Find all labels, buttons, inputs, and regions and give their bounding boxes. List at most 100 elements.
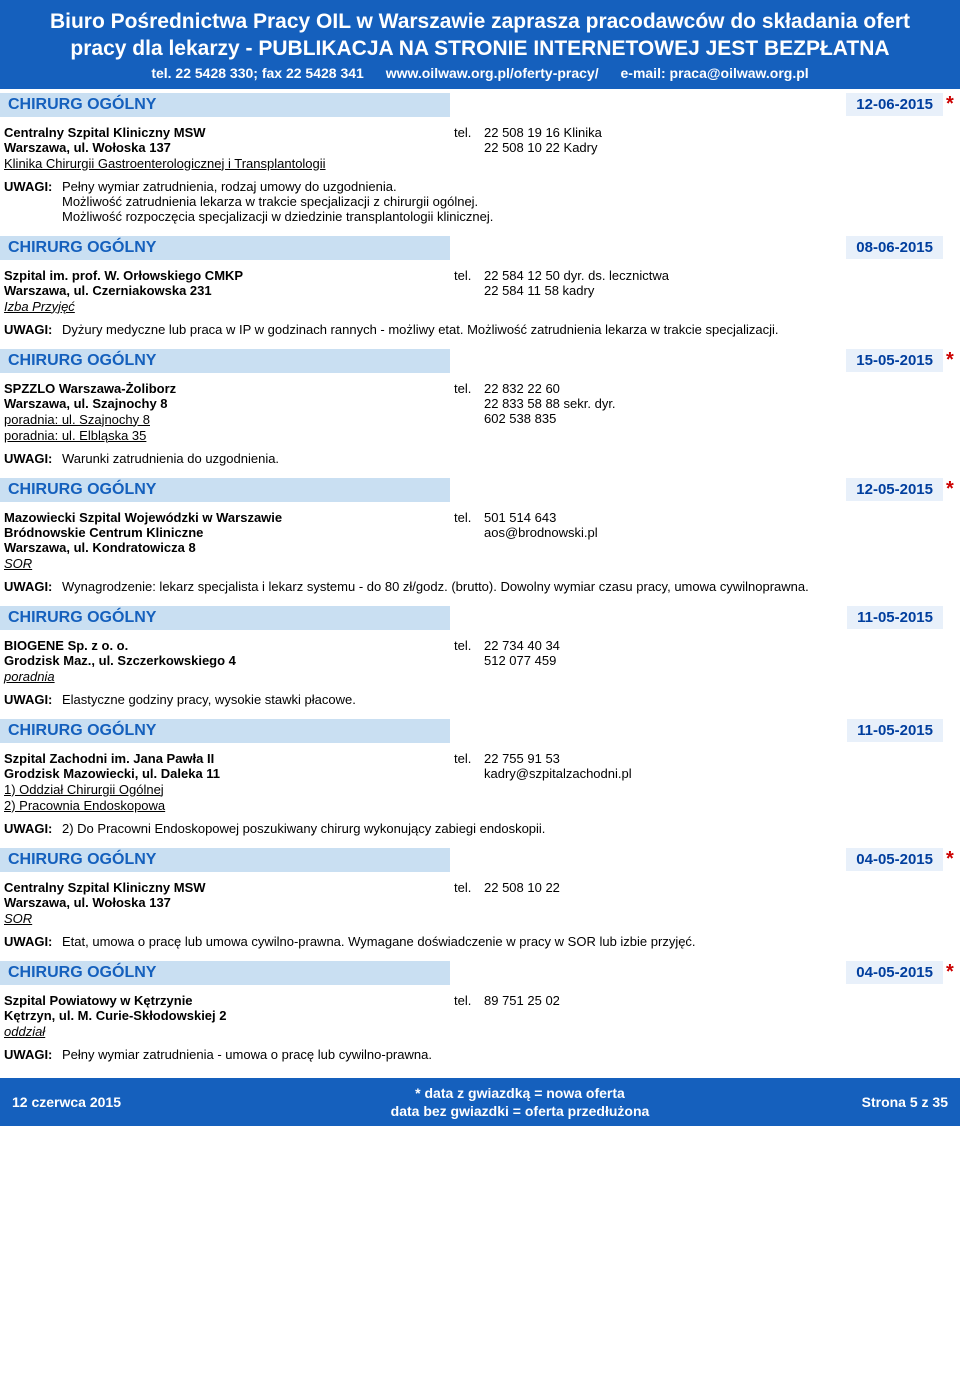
- employer-name: Szpital Zachodni im. Jana Pawła II: [4, 751, 444, 766]
- tel-label: tel.: [454, 993, 484, 1008]
- tel-line: 22 832 22 60: [484, 381, 956, 396]
- notes-text: Dyżury medyczne lub praca w IP w godzina…: [62, 322, 956, 337]
- tel-label: tel.: [454, 268, 484, 298]
- employer-address: Warszawa, ul. Czerniakowska 231: [4, 283, 444, 298]
- listing: CHIRURG OGÓLNY 11-05-2015 Szpital Zachodni…: [0, 719, 960, 844]
- notes-label: UWAGI:: [4, 1047, 62, 1062]
- tel-line: kadry@szpitalzachodni.pl: [484, 766, 956, 781]
- employer-name: Centralny Szpital Kliniczny MSW: [4, 880, 444, 895]
- notes-label: UWAGI:: [4, 934, 62, 949]
- tel-label: tel.: [454, 751, 484, 781]
- notes-text: Elastyczne godziny pracy, wysokie stawki…: [62, 692, 956, 707]
- listing-date: 15-05-2015: [846, 349, 943, 372]
- employer-address: Grodzisk Maz., ul. Szczerkowskiego 4: [4, 653, 444, 668]
- employer-unit: Izba Przyjęć: [4, 299, 444, 314]
- tel-line: 22 508 10 22 Kadry: [484, 140, 956, 155]
- employer-address: Warszawa, ul. Kondratowicza 8: [4, 540, 444, 555]
- listing-contact: tel.22 508 10 22: [444, 880, 956, 926]
- listing-title: CHIRURG OGÓLNY: [0, 349, 450, 373]
- employer-unit: poradnia: [4, 669, 444, 684]
- tel-label: tel.: [454, 381, 484, 426]
- footer-page: Strona 5 z 35: [748, 1094, 948, 1110]
- notes-label: UWAGI:: [4, 692, 62, 707]
- listing-date: 04-05-2015: [846, 848, 943, 871]
- tel-line: 22 584 11 58 kadry: [484, 283, 956, 298]
- tel-label: tel.: [454, 510, 484, 540]
- listing-employer: Szpital Powiatowy w KętrzynieKętrzyn, ul…: [4, 993, 444, 1039]
- employer-address: Kętrzyn, ul. M. Curie-Skłodowskiej 2: [4, 1008, 444, 1023]
- listing-contact: tel.89 751 25 02: [444, 993, 956, 1039]
- employer-unit: oddział: [4, 1024, 444, 1039]
- listing-employer: BIOGENE Sp. z o. o.Grodzisk Maz., ul. Sz…: [4, 638, 444, 684]
- tel-line: 89 751 25 02: [484, 993, 956, 1008]
- tel-line: 22 833 58 88 sekr. dyr.: [484, 396, 956, 411]
- tel-line: 22 755 91 53: [484, 751, 956, 766]
- employer-name: SPZZLO Warszawa-Żoliborz: [4, 381, 444, 396]
- listing-contact: tel.22 832 22 6022 833 58 88 sekr. dyr.6…: [444, 381, 956, 443]
- employer-address: Warszawa, ul. Wołoska 137: [4, 895, 444, 910]
- footer-date: 12 czerwca 2015: [12, 1094, 292, 1110]
- tel-line: 22 734 40 34: [484, 638, 956, 653]
- tel-line: aos@brodnowski.pl: [484, 525, 956, 540]
- header-title: Biuro Pośrednictwa Pracy OIL w Warszawie…: [12, 8, 948, 35]
- notes-label: UWAGI:: [4, 821, 62, 836]
- notes-label: UWAGI:: [4, 179, 62, 224]
- listing-employer: Centralny Szpital Kliniczny MSWWarszawa,…: [4, 125, 444, 171]
- employer-name: BIOGENE Sp. z o. o.: [4, 638, 444, 653]
- listing-contact: tel.501 514 643aos@brodnowski.pl: [444, 510, 956, 571]
- notes-label: UWAGI:: [4, 579, 62, 594]
- employer-address: Warszawa, ul. Wołoska 137: [4, 140, 444, 155]
- notes-text: Pełny wymiar zatrudnienia, rodzaj umowy …: [62, 179, 956, 224]
- listing: CHIRURG OGÓLNY15-05-2015*SPZZLO Warszawa…: [0, 349, 960, 474]
- tel-line: 22 508 19 16 Klinika: [484, 125, 956, 140]
- employer-name: Centralny Szpital Kliniczny MSW: [4, 125, 444, 140]
- header-banner: Biuro Pośrednictwa Pracy OIL w Warszawie…: [0, 0, 960, 89]
- listing-date: 12-06-2015: [846, 93, 943, 116]
- star-icon: *: [946, 961, 960, 984]
- listing: CHIRURG OGÓLNY 04-05-2015* Centralny Szpit…: [0, 848, 960, 957]
- listing-contact: tel.22 584 12 50 dyr. ds. lecznictwa22 5…: [444, 268, 956, 314]
- star-icon: *: [946, 478, 960, 501]
- listing-title: CHIRURG OGÓLNY: [0, 961, 450, 985]
- notes-label: UWAGI:: [4, 451, 62, 466]
- tel-label: tel.: [454, 125, 484, 155]
- employer-unit: SOR: [4, 911, 444, 926]
- employer-unit-2: 2) Pracownia Endoskopowa: [4, 798, 444, 813]
- star-icon: *: [946, 848, 960, 871]
- employer-name-2: Bródnowskie Centrum Kliniczne: [4, 525, 444, 540]
- employer-address: Grodzisk Mazowiecki, ul. Daleka 11: [4, 766, 444, 781]
- notes-label: UWAGI:: [4, 322, 62, 337]
- employer-name: Szpital Powiatowy w Kętrzynie: [4, 993, 444, 1008]
- employer-unit: 1) Oddział Chirurgii Ogólnej: [4, 782, 444, 797]
- tel-line: 22 508 10 22: [484, 880, 956, 895]
- header-url: www.oilwaw.org.pl/oferty-pracy/: [386, 65, 599, 81]
- header-tel: tel. 22 5428 330; fax 22 5428 341: [151, 65, 364, 81]
- tel-line: 22 584 12 50 dyr. ds. lecznictwa: [484, 268, 956, 283]
- listing-employer: Mazowiecki Szpital Wojewódzki w Warszawi…: [4, 510, 444, 571]
- listing-contact: tel.22 755 91 53kadry@szpitalzachodni.pl: [444, 751, 956, 813]
- listing-title: CHIRURG OGÓLNY: [0, 93, 450, 117]
- listing-employer: Szpital Zachodni im. Jana Pawła IIGrodzi…: [4, 751, 444, 813]
- listing-title: CHIRURG OGÓLNY: [0, 848, 450, 872]
- listing-contact: tel.22 508 19 16 Klinika22 508 10 22 Kad…: [444, 125, 956, 171]
- footer: 12 czerwca 2015 * data z gwiazdką = nowa…: [0, 1078, 960, 1126]
- listing: CHIRURG OGÓLNY08-06-2015Szpital im. prof…: [0, 236, 960, 345]
- listing-contact: tel.22 734 40 34512 077 459: [444, 638, 956, 684]
- header-contact: tel. 22 5428 330; fax 22 5428 341 www.oi…: [12, 65, 948, 81]
- listing-title: CHIRURG OGÓLNY: [0, 719, 450, 743]
- star-icon: *: [946, 93, 960, 116]
- listing-date: 11-05-2015: [847, 719, 943, 742]
- employer-name: Mazowiecki Szpital Wojewódzki w Warszawi…: [4, 510, 444, 525]
- listing: CHIRURG OGÓLNY12-05-2015*Mazowiecki Szpi…: [0, 478, 960, 602]
- listing-employer: Szpital im. prof. W. Orłowskiego CMKPWar…: [4, 268, 444, 314]
- employer-unit: SOR: [4, 556, 444, 571]
- listing-date: 04-05-2015: [846, 961, 943, 984]
- footer-legend: * data z gwiazdką = nowa oferta data bez…: [292, 1084, 748, 1120]
- notes-text: 2) Do Pracowni Endoskopowej poszukiwany …: [62, 821, 956, 836]
- notes-text: Etat, umowa o pracę lub umowa cywilno-pr…: [62, 934, 956, 949]
- tel-label: tel.: [454, 880, 484, 895]
- listing: CHIRURG OGÓLNY 12-06-2015* Centralny Szpit…: [0, 93, 960, 232]
- tel-line: 512 077 459: [484, 653, 956, 668]
- tel-line: 501 514 643: [484, 510, 956, 525]
- listing-employer: SPZZLO Warszawa-ŻoliborzWarszawa, ul. Sz…: [4, 381, 444, 443]
